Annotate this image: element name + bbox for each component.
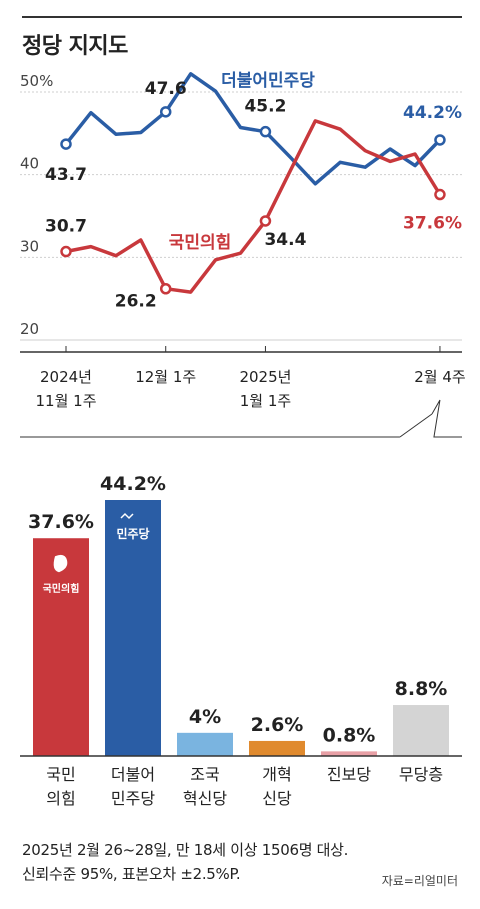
category-label: 의힘 bbox=[46, 789, 75, 808]
zoom-connector-slope bbox=[399, 413, 433, 438]
y-tick-label: 40 bbox=[20, 155, 39, 173]
bar bbox=[33, 538, 89, 756]
data-label-ppp: 37.6% bbox=[403, 214, 462, 234]
category-label: 신당 bbox=[262, 789, 292, 808]
democratic-logo-icon bbox=[120, 512, 134, 520]
ppp-logo-icon bbox=[53, 554, 68, 573]
bar-chart: 37.6%국민의힘44.2%더불어민주당4%조국혁신당2.6%개혁신당0.8%진… bbox=[20, 473, 462, 808]
data-point-democratic bbox=[259, 125, 272, 138]
ppp-logo-text: 국민의힘 bbox=[43, 582, 80, 595]
series-line-ppp bbox=[64, 119, 442, 294]
series-name-ppp: 국민의힘 bbox=[169, 232, 232, 253]
data-point-ppp bbox=[434, 188, 446, 201]
survey-note: 2025년 2월 26~28일, 만 18세 이상 1506명 대상. 신뢰수준… bbox=[22, 838, 348, 886]
bar-value-label: 2.6% bbox=[251, 714, 304, 736]
bar bbox=[249, 740, 305, 756]
zoom-connector bbox=[431, 399, 462, 438]
bar bbox=[393, 705, 449, 756]
category-label: 민주당 bbox=[111, 789, 155, 808]
category-label: 진보당 bbox=[327, 765, 371, 784]
bar bbox=[105, 500, 161, 756]
bar-value-label: 8.8% bbox=[395, 678, 448, 700]
data-point-ppp bbox=[159, 282, 172, 295]
line-chart: 50% 40 30 20 2024년 11월 1주 12월 1주 2025년 1월 1주 2월 4… bbox=[20, 71, 466, 438]
data-label-ppp: 26.2 bbox=[115, 292, 157, 312]
data-point-democratic bbox=[159, 106, 172, 118]
x-tick-label: 2월 4주 bbox=[414, 368, 465, 386]
category-label: 무당층 bbox=[399, 765, 443, 784]
category-label: 더불어 bbox=[111, 765, 155, 784]
data-point-democratic bbox=[60, 138, 72, 150]
category-label: 국민 bbox=[46, 765, 75, 784]
data-point-ppp bbox=[60, 245, 72, 258]
data-point-ppp bbox=[259, 215, 272, 227]
series-name-democratic: 더불어민주당 bbox=[221, 71, 315, 91]
data-label-ppp: 34.4 bbox=[264, 230, 306, 250]
survey-note-line-2: 신뢰수준 95%, 표본오차 ±2.5%P. bbox=[22, 865, 241, 883]
y-tick-label: 20 bbox=[20, 320, 39, 338]
x-tick-label: 2025년 bbox=[239, 368, 291, 386]
democratic-logo-text: 민주당 bbox=[116, 526, 149, 541]
category-label: 혁신당 bbox=[183, 789, 227, 808]
series-line-democratic bbox=[64, 72, 442, 186]
bar-value-label: 37.6% bbox=[28, 511, 94, 533]
x-tick-label: 2024년 bbox=[40, 368, 92, 386]
x-tick-label: 1월 1주 bbox=[240, 392, 291, 410]
category-label: 조국 bbox=[190, 765, 219, 784]
source-credit: 자료=리얼미터 bbox=[381, 874, 458, 888]
x-tick-label: 11월 1주 bbox=[36, 392, 97, 410]
bar-value-label: 4% bbox=[189, 706, 221, 728]
category-label: 개혁 bbox=[262, 765, 291, 784]
top-rule bbox=[22, 16, 462, 18]
x-tick-label: 12월 1주 bbox=[135, 368, 196, 386]
survey-note-line-1: 2025년 2월 26~28일, 만 18세 이상 1506명 대상. bbox=[22, 841, 349, 859]
bar-value-label: 0.8% bbox=[323, 724, 376, 746]
bar bbox=[177, 732, 233, 756]
y-tick-label: 50% bbox=[20, 72, 53, 90]
data-label-democratic: 47.6 bbox=[145, 79, 187, 99]
chart-title: 정당 지지도 bbox=[22, 34, 128, 59]
data-point-democratic bbox=[434, 134, 446, 146]
bar-value-label: 44.2% bbox=[100, 473, 166, 495]
data-label-democratic: 44.2% bbox=[403, 103, 462, 123]
data-label-ppp: 30.7 bbox=[45, 217, 87, 237]
data-label-democratic: 45.2 bbox=[244, 97, 286, 117]
data-label-democratic: 43.7 bbox=[45, 165, 87, 185]
bar bbox=[321, 751, 377, 756]
y-tick-label: 30 bbox=[20, 237, 39, 255]
